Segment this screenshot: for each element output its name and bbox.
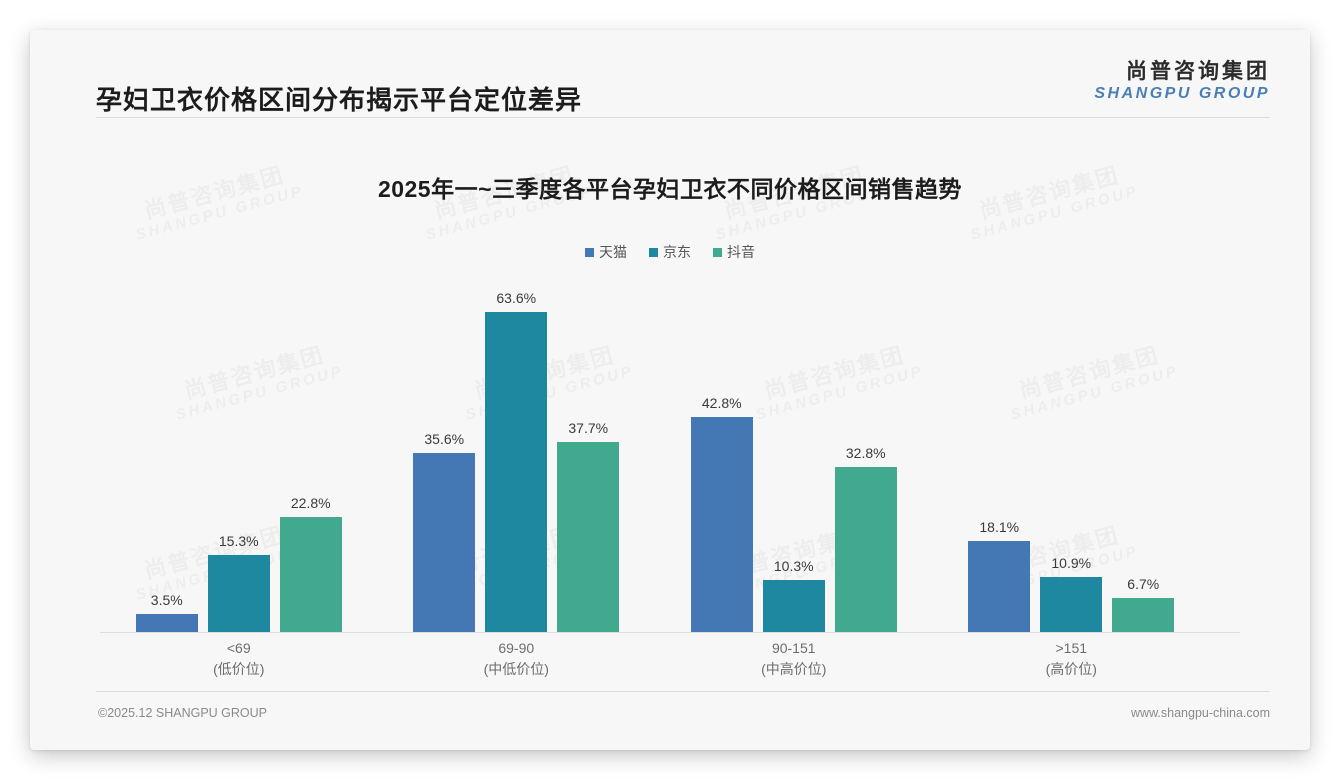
footer-copyright: ©2025.12 SHANGPU GROUP [98, 706, 267, 720]
bar-抖音-<69[interactable]: 22.8% [279, 280, 342, 632]
legend-swatch-icon [649, 247, 658, 257]
bar-抖音-69-90[interactable]: 37.7% [557, 280, 620, 632]
legend-label: 天猫 [599, 244, 627, 260]
x-axis-tick-90-151: 90-151 (中高价位) [761, 638, 826, 680]
bar-抖音->151[interactable]: 6.7% [1112, 280, 1175, 632]
x-tick-tier: (中低价位) [483, 661, 549, 677]
brand-logo: 尚普咨询集团 SHANGPU GROUP [1094, 60, 1270, 104]
bar-京东-69-90[interactable]: 63.6% [485, 280, 548, 632]
bar-group-69-90: 35.6% 63.6% 37.7% [378, 280, 656, 632]
header-divider [96, 117, 1270, 118]
bar-抖音-90-151[interactable]: 32.8% [834, 280, 897, 632]
bar-rect [279, 517, 342, 632]
bar-京东-90-151[interactable]: 10.3% [762, 280, 825, 632]
legend-swatch-icon [585, 247, 594, 257]
bar-value-label: 10.9% [1051, 555, 1092, 571]
bar-京东->151[interactable]: 10.9% [1040, 280, 1103, 632]
x-tick-range: 90-151 [771, 640, 816, 656]
bar-rect [135, 614, 198, 632]
bar-天猫->151[interactable]: 18.1% [968, 280, 1031, 632]
bar-rect [557, 442, 620, 632]
legend-item-天猫[interactable]: 天猫 [585, 242, 627, 262]
bar-value-label: 6.7% [1127, 576, 1160, 592]
bar-value-label: 32.8% [845, 445, 886, 461]
bar-value-label: 42.8% [701, 395, 742, 411]
footer-divider [96, 691, 1270, 692]
bar-value-label: 18.1% [979, 519, 1020, 535]
bar-value-label: 3.5% [150, 592, 183, 608]
bar-天猫-90-151[interactable]: 42.8% [690, 280, 753, 632]
chart-legend: 天猫 京东 抖音 [30, 242, 1310, 262]
chart-x-axis: <69 (低价位) 69-90 (中低价位) 90-151 (中高价位) >151 (高价位) [100, 638, 1210, 708]
bar-value-label: 22.8% [290, 495, 331, 511]
bar-group->151: 18.1% 10.9% 6.7% [933, 280, 1211, 632]
x-tick-tier: (低价位) [213, 661, 265, 677]
legend-swatch-icon [713, 247, 722, 257]
bar-rect [1040, 577, 1103, 632]
bar-rect [207, 555, 270, 632]
x-tick-tier: (高价位) [1045, 661, 1097, 677]
bar-rect [834, 467, 897, 632]
bar-天猫-<69[interactable]: 3.5% [135, 280, 198, 632]
bar-group-<69: 3.5% 15.3% 22.8% [100, 280, 378, 632]
x-axis-tick->151: >151 (高价位) [1046, 638, 1097, 680]
chart-title: 2025年一~三季度各平台孕妇卫衣不同价格区间销售趋势 [377, 176, 963, 202]
bar-rect [690, 417, 753, 632]
brand-name-cn: 尚普咨询集团 [1126, 60, 1270, 83]
bar-value-label: 37.7% [568, 420, 609, 436]
bar-group-90-151: 42.8% 10.3% 32.8% [655, 280, 933, 632]
legend-item-抖音[interactable]: 抖音 [713, 242, 755, 262]
bar-value-label: 63.6% [496, 290, 537, 306]
slide-header: 孕妇卫衣价格区间分布揭示平台定位差异 尚普咨询集团 SHANGPU GROUP [30, 30, 1310, 118]
legend-label: 京东 [663, 244, 691, 260]
bar-rect [485, 312, 548, 632]
bar-rect [1112, 598, 1175, 632]
chart-plot-area: 3.5% 15.3% 22.8% 35.6% 63.6% 37.7% 42.8% 10.3% 3… [100, 280, 1210, 632]
x-tick-range: 69-90 [498, 640, 535, 656]
x-axis-tick-<69: <69 (低价位) [213, 638, 264, 680]
bar-value-label: 15.3% [218, 533, 259, 549]
legend-item-京东[interactable]: 京东 [649, 242, 691, 262]
bar-value-label: 35.6% [424, 431, 465, 447]
bar-天猫-69-90[interactable]: 35.6% [413, 280, 476, 632]
bar-rect [762, 580, 825, 632]
chart-baseline [100, 632, 1240, 633]
x-axis-tick-69-90: 69-90 (中低价位) [484, 638, 549, 680]
legend-label: 抖音 [727, 244, 755, 260]
x-tick-range: >151 [1055, 640, 1088, 656]
bar-京东-<69[interactable]: 15.3% [207, 280, 270, 632]
footer-website: www.shangpu-china.com [1131, 706, 1270, 720]
brand-name-en: SHANGPU GROUP [1094, 85, 1270, 103]
x-tick-tier: (中高价位) [761, 661, 827, 677]
x-tick-range: <69 [226, 640, 251, 656]
bar-rect [413, 453, 476, 632]
bar-rect [968, 541, 1031, 632]
page-title: 孕妇卫衣价格区间分布揭示平台定位差异 [96, 85, 583, 115]
bar-value-label: 10.3% [773, 558, 814, 574]
